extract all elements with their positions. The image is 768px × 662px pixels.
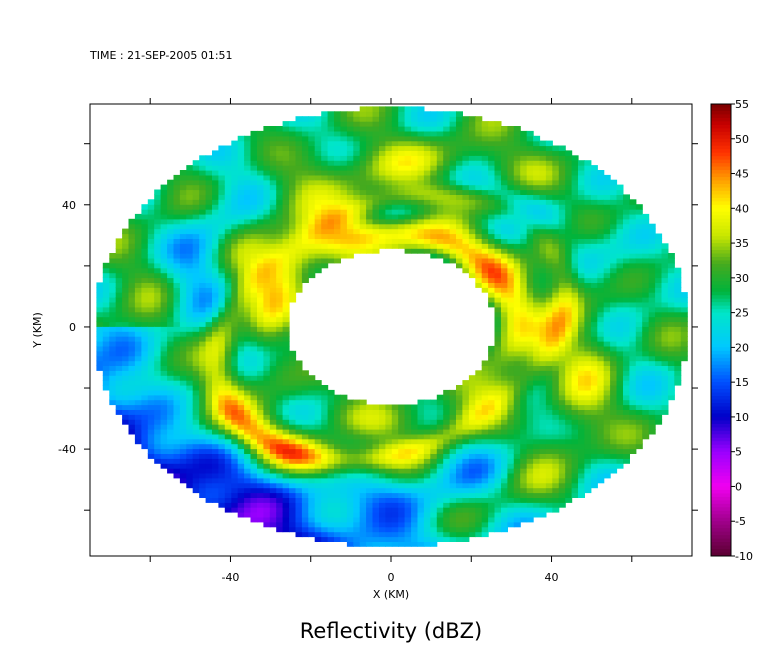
- x-axis-title: X (KM): [373, 588, 409, 601]
- y-axis-title: Y (KM): [31, 312, 44, 349]
- colorbar-tick-label: 40: [735, 202, 749, 215]
- reflectivity-field: [96, 106, 688, 547]
- x-tick-label: -40: [221, 571, 239, 584]
- chart-title: Reflectivity (dBZ): [300, 619, 482, 643]
- time-label: TIME : 21-SEP-2005 01:51: [89, 49, 233, 62]
- colorbar-tick-label: 55: [735, 98, 749, 111]
- colorbar-tick-label: -5: [735, 515, 746, 528]
- colorbar-tick-label: 5: [735, 446, 742, 459]
- colorbar-tick-label: -10: [735, 550, 753, 563]
- colorbar-tick-label: 35: [735, 237, 749, 250]
- colorbar-tick-label: 20: [735, 341, 749, 354]
- axis-ticks: -40 0 40 -40 0 40: [58, 98, 698, 584]
- colorbar-tick-label: 10: [735, 411, 749, 424]
- x-tick-label: 40: [545, 571, 559, 584]
- colorbar-tick-label: 30: [735, 272, 749, 285]
- y-tick-label: 40: [62, 199, 76, 212]
- colorbar-tick-label: 25: [735, 307, 749, 320]
- colorbar-tick-label: 45: [735, 168, 749, 181]
- colorbar-tick-label: 15: [735, 376, 749, 389]
- y-tick-label: 0: [69, 321, 76, 334]
- colorbar-tick-label: 0: [735, 480, 742, 493]
- colorbar-tick-label: 50: [735, 133, 749, 146]
- y-tick-label: -40: [58, 443, 76, 456]
- x-tick-label: 0: [388, 571, 395, 584]
